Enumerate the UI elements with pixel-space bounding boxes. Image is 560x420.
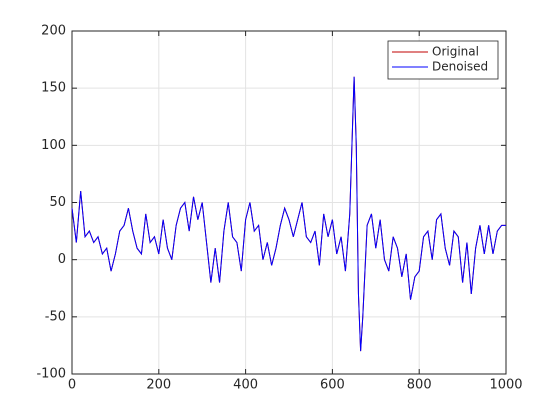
x-tick-label: 1000 — [489, 378, 522, 393]
y-tick-label: -50 — [45, 309, 66, 324]
legend-label: Original — [432, 45, 479, 59]
y-tick-label: 100 — [41, 138, 66, 153]
y-tick-label: 150 — [41, 81, 66, 96]
x-tick-label: 0 — [68, 378, 76, 393]
x-tick-label: 200 — [146, 378, 171, 393]
y-tick-label: 0 — [58, 252, 66, 267]
y-tick-label: 50 — [49, 195, 66, 210]
x-tick-label: 600 — [320, 378, 345, 393]
x-tick-label: 800 — [407, 378, 432, 393]
legend-label: Denoised — [432, 60, 488, 74]
y-tick-label: -100 — [36, 367, 66, 382]
y-tick-label: 200 — [41, 24, 66, 39]
legend-box — [387, 40, 499, 80]
axes-box — [71, 30, 507, 375]
data-line — [71, 76, 506, 352]
x-tick-label: 400 — [233, 378, 258, 393]
